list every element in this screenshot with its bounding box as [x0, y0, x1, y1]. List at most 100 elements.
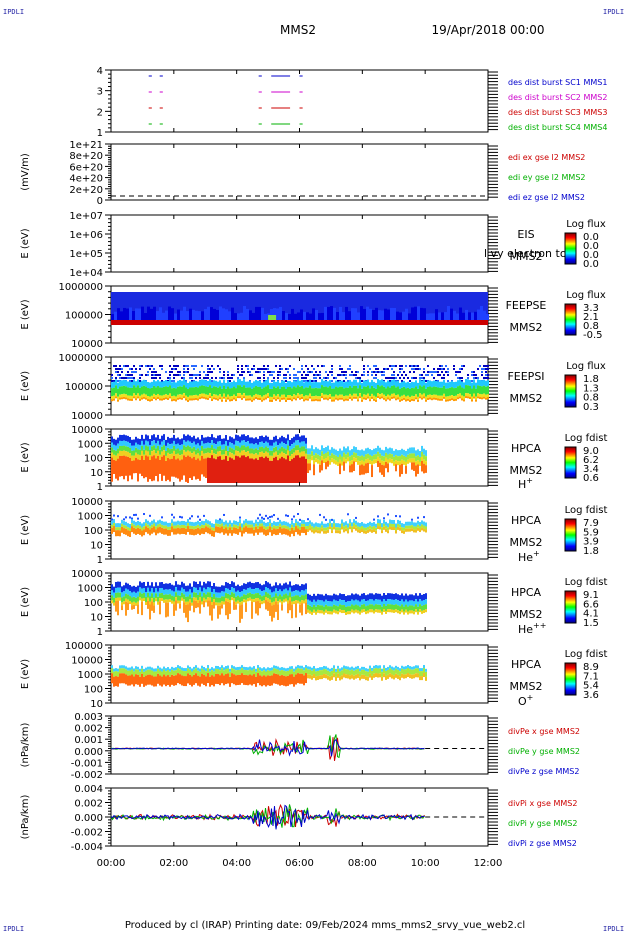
heatmap-cell — [293, 591, 295, 597]
heatmap-cell — [201, 520, 203, 525]
heatmap-cell — [227, 601, 229, 620]
heatmap-cell — [215, 597, 217, 603]
heatmap-cell — [125, 394, 127, 398]
heatmap-cell — [459, 396, 461, 399]
legend-entry: edi ex gse l2 MMS2 — [508, 153, 585, 162]
heatmap-cell — [279, 667, 281, 671]
heatmap-cell — [151, 365, 153, 367]
heatmap-cell — [201, 393, 203, 397]
heatmap-cell — [451, 381, 453, 388]
heatmap-cell — [409, 594, 411, 601]
heatmap-cell — [353, 385, 355, 394]
heatmap-cell — [339, 668, 341, 672]
heatmap-cell — [483, 368, 485, 370]
heatmap-cell — [365, 606, 367, 612]
heatmap-cell — [263, 437, 265, 444]
heatmap-cell — [223, 585, 225, 592]
heatmap-cell — [255, 448, 257, 454]
instrument-label: HPCA — [511, 586, 542, 599]
heatmap-cell — [121, 605, 123, 611]
heatmap-cell — [159, 582, 161, 589]
heatmap-cell — [153, 306, 156, 320]
heatmap-cell — [279, 519, 281, 524]
heatmap-cell — [483, 393, 485, 397]
heatmap-cell — [293, 515, 295, 518]
heatmap-cell — [311, 388, 313, 397]
heatmap-cell — [185, 668, 187, 672]
heatmap-cell — [127, 583, 129, 590]
heatmap-cell — [253, 395, 255, 399]
heatmap-cell — [235, 396, 237, 400]
heatmap-cell — [215, 454, 217, 460]
heatmap-cell — [479, 379, 481, 386]
heatmap-cell — [377, 609, 379, 613]
heatmap-cell — [259, 371, 261, 373]
heatmap-cell — [287, 526, 289, 530]
heatmap-cell — [321, 600, 323, 606]
heatmap-cell — [375, 382, 377, 389]
heatmap-cell — [397, 526, 399, 530]
heatmap-cell — [203, 666, 205, 670]
heatmap-cell — [207, 581, 209, 588]
heatmap-cell — [373, 387, 375, 396]
heatmap-cell — [137, 396, 139, 399]
heatmap-cell — [225, 598, 227, 602]
heatmap-cell — [187, 519, 189, 524]
heatmap-cell — [345, 521, 347, 526]
heatmap-cell — [227, 374, 229, 376]
heatmap-cell — [219, 667, 221, 671]
heatmap-cell — [273, 521, 275, 526]
heatmap-cell — [447, 396, 449, 400]
heatmap-cell — [129, 395, 131, 399]
heatmap-cell — [233, 582, 235, 589]
heatmap-cell — [247, 371, 249, 373]
heatmap-cell — [349, 368, 351, 370]
heatmap-cell — [249, 371, 251, 373]
heatmap-cell — [239, 526, 241, 533]
heatmap-cell — [219, 371, 221, 373]
heatmap-cell — [455, 398, 457, 401]
heatmap-cell — [239, 385, 241, 394]
heatmap-cell — [213, 594, 215, 600]
heatmap-cell — [183, 599, 185, 603]
y-tick-label: 6e+20 — [69, 162, 103, 173]
heatmap-cell — [203, 669, 205, 675]
heatmap-cell — [231, 592, 233, 598]
heatmap-cell — [313, 460, 315, 465]
corner-logo-bl: IPDLI — [3, 925, 24, 933]
heatmap-cell — [219, 377, 221, 379]
heatmap-cell — [405, 456, 407, 462]
heatmap-cell — [375, 609, 377, 613]
heatmap-cell — [401, 448, 403, 455]
heatmap-cell — [397, 380, 399, 387]
heatmap-cell — [119, 377, 121, 379]
heatmap-cell — [137, 517, 139, 520]
heatmap-cell — [115, 396, 117, 399]
heatmap-cell — [123, 525, 125, 529]
heatmap-cell — [287, 675, 289, 686]
heatmap-cell — [287, 529, 289, 536]
heatmap-cell — [307, 528, 309, 532]
y-tick-label: 100000 — [65, 641, 103, 652]
heatmap-cell — [225, 674, 227, 685]
heatmap-cell — [265, 529, 267, 536]
heatmap-cell — [419, 368, 421, 370]
heatmap-cell — [181, 667, 183, 671]
heatmap-cell — [271, 455, 273, 461]
heatmap-cell — [121, 597, 123, 603]
heatmap-cell — [419, 676, 421, 681]
heatmap-cell — [239, 523, 241, 527]
heatmap-cell — [183, 450, 185, 456]
heatmap-cell — [233, 386, 235, 395]
heatmap-cell — [125, 601, 127, 616]
heatmap-cell — [113, 398, 115, 401]
heatmap-cell — [377, 460, 379, 467]
heatmap-cell — [133, 445, 135, 451]
heatmap-cell — [367, 600, 369, 606]
heatmap-cell — [201, 385, 203, 394]
heatmap-cell — [253, 438, 255, 445]
heatmap-cell — [357, 312, 360, 320]
heatmap-cell — [165, 668, 167, 672]
heatmap-cell — [295, 455, 297, 483]
heatmap-cell — [383, 450, 385, 457]
